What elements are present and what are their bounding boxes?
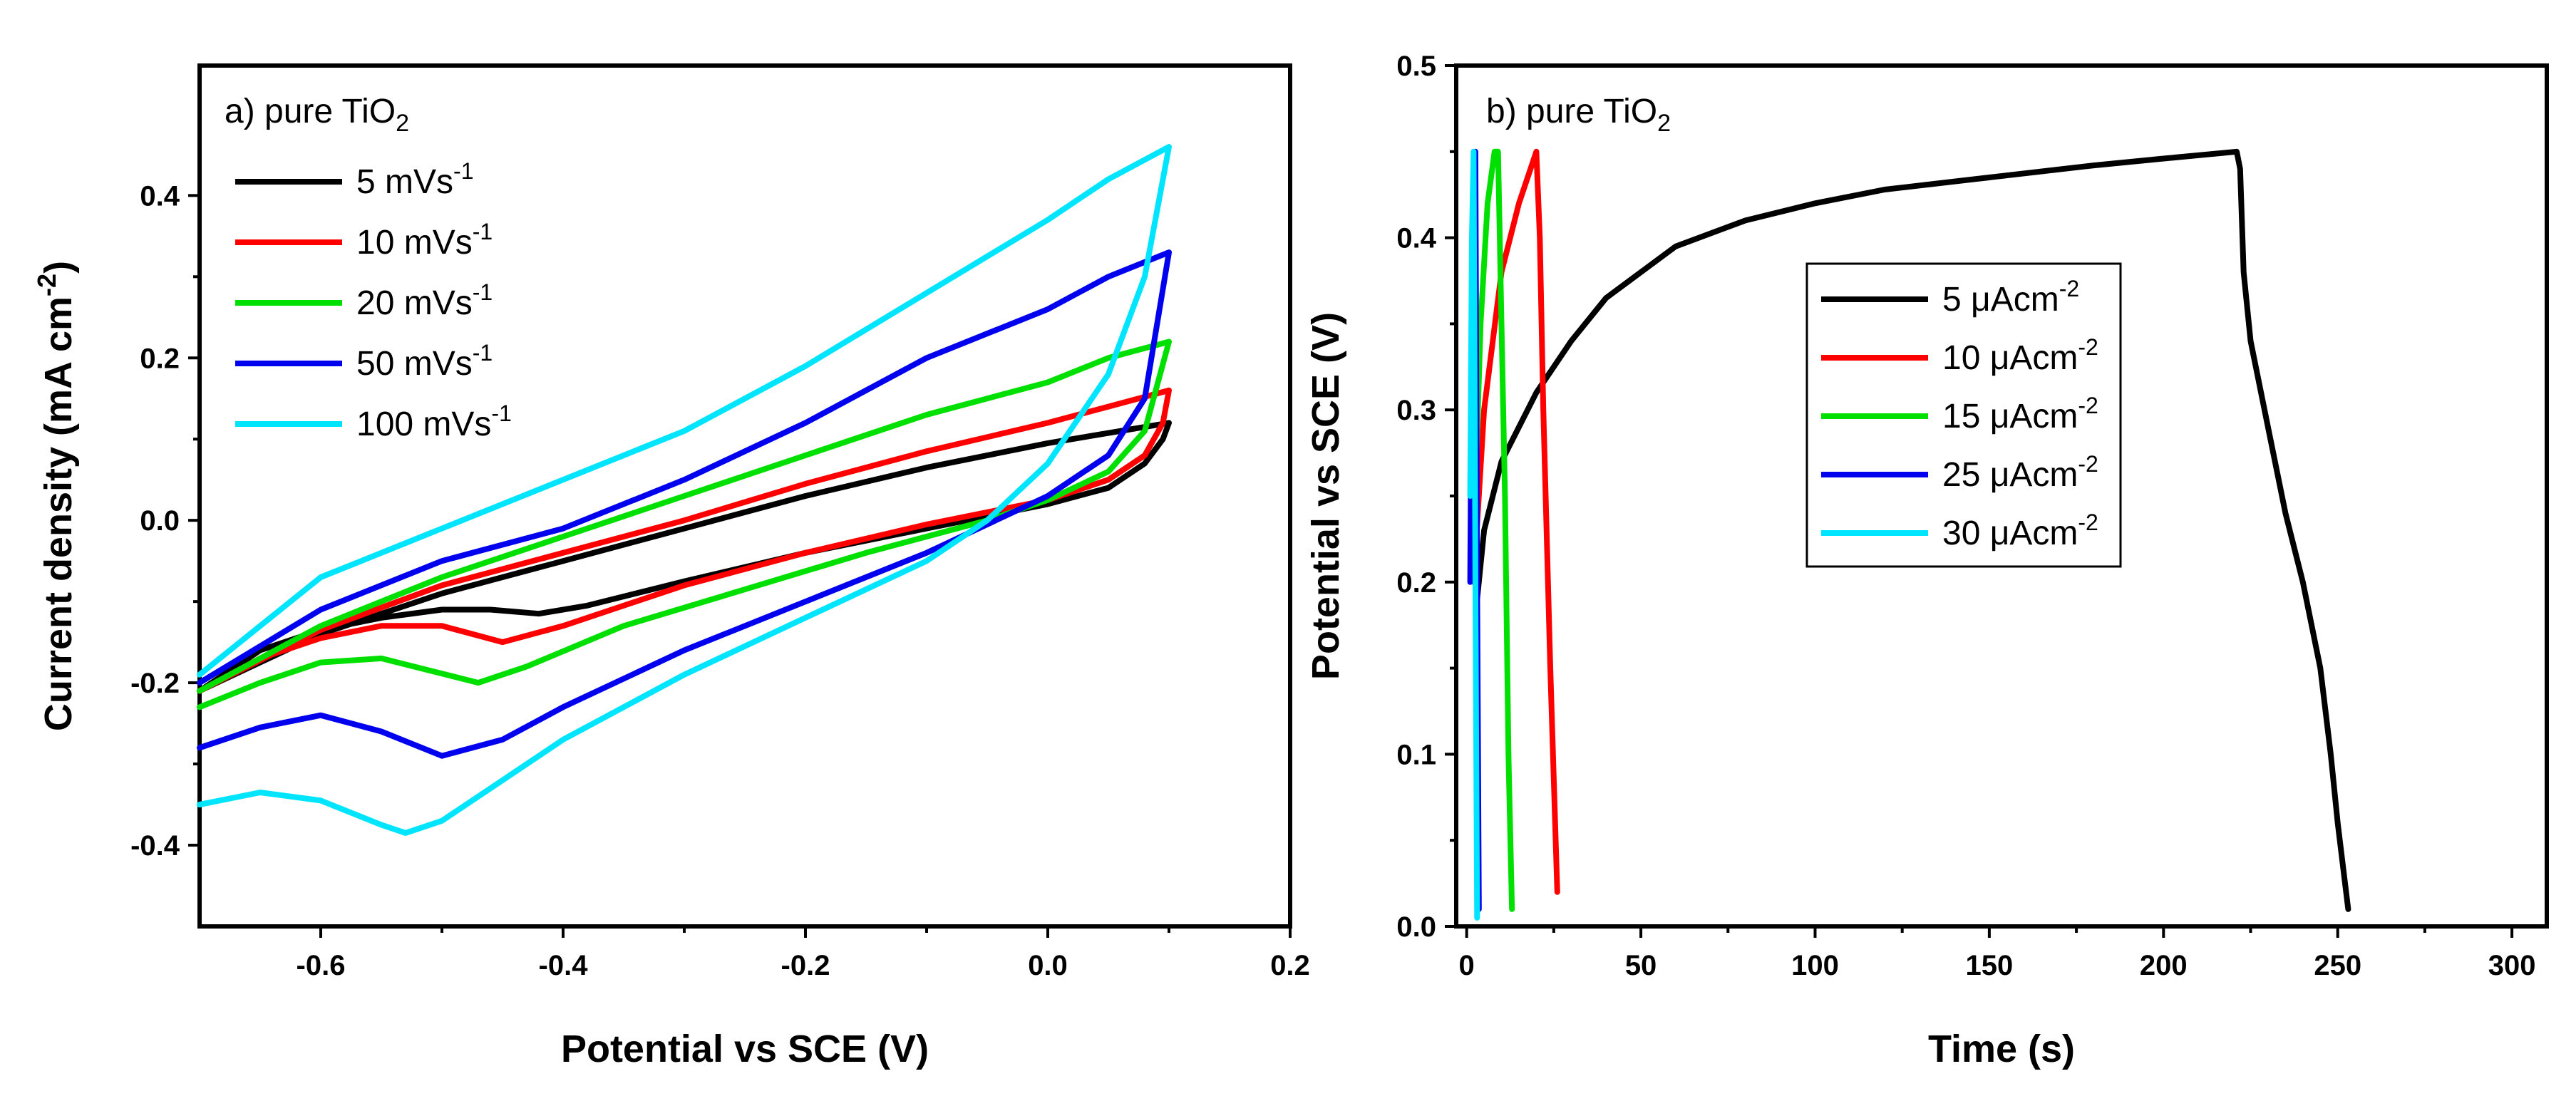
panel-a-x-tick-label: -0.4 xyxy=(539,950,589,981)
panel-a-legend-label: 5 mVs-1 xyxy=(356,158,473,201)
panel-b-y-tick-label: 0.0 xyxy=(1396,911,1436,943)
panel-b-series-line-1 xyxy=(1470,148,1560,895)
panel-a-legend-label: 20 mVs-1 xyxy=(356,279,493,322)
panel-a-x-axis-title: Potential vs SCE (V) xyxy=(561,1028,929,1070)
panel-b-legend: 5 μAcm-2 10 μAcm-2 15 μAcm-2 25 μAcm-2 30 μA… xyxy=(1805,262,2122,568)
panel-a-y-tick-label: 0.2 xyxy=(140,343,180,374)
panel-a-series-line-2 xyxy=(197,338,1172,710)
panel-b-series-line-4 xyxy=(1467,148,1480,921)
panel-b-x-axis-title: Time (s) xyxy=(1928,1028,2075,1070)
panel-b-legend-label: 10 μAcm-2 xyxy=(1942,334,2098,377)
panel-a-x-tick-label: -0.2 xyxy=(781,950,830,981)
panel-a-legend-label: 100 mVs-1 xyxy=(356,400,512,443)
panel-a-plot-frame xyxy=(197,63,1292,929)
panel-a-legend-label: 10 mVs-1 xyxy=(356,219,493,262)
panel-b-y-tick-label: 0.4 xyxy=(1396,223,1436,254)
panel-a-y-tick-label: 0.4 xyxy=(140,180,180,212)
panel-a-tick-labels: -0.6 -0.4 -0.2 0.0 0.2 -0.4 -0.2 0.0 0.2 0.4 xyxy=(130,180,1310,981)
panel-b-x-tick-label: 250 xyxy=(2314,950,2361,981)
panel-a-series-line-4 xyxy=(197,144,1172,836)
panel-b-x-tick-label: 300 xyxy=(2488,950,2536,981)
panel-b-y-tick-label: 0.1 xyxy=(1396,739,1436,770)
panel-a-cyclic-voltammetry: -0.6 -0.4 -0.2 0.0 0.2 -0.4 -0.2 0.0 0.2 0.4 a) p… xyxy=(32,63,1310,1070)
panel-b-label: b) pure TiO2 xyxy=(1486,93,1671,137)
panel-b-x-tick-label: 100 xyxy=(1791,950,1839,981)
panel-b-y-axis-title: Potential vs SCE (V) xyxy=(1304,312,1347,680)
panel-a-legend: 5 mVs-1 10 mVs-1 20 mVs-1 50 mVs-1 100 mVs-1 xyxy=(235,158,512,443)
panel-a-series-line-3 xyxy=(197,249,1172,759)
panel-a-x-tick-label: 0.2 xyxy=(1270,950,1310,981)
panel-b-series-line-2 xyxy=(1470,148,1515,912)
panel-b-ticks xyxy=(1445,64,2514,938)
panel-b-x-tick-label: 0 xyxy=(1459,950,1475,981)
panel-a-legend-label: 50 mVs-1 xyxy=(356,340,493,383)
panel-a-x-tick-label: 0.0 xyxy=(1028,950,1068,981)
panel-b-y-tick-label: 0.5 xyxy=(1396,51,1436,82)
panel-a-y-tick-label: -0.2 xyxy=(130,668,180,699)
panel-b-tick-labels: 0 50 100 150 200 250 300 0.0 0.1 0.2 0.3 0.4 0.5 xyxy=(1396,51,2535,981)
panel-b-y-tick-label: 0.3 xyxy=(1396,395,1436,426)
panel-b-y-tick-label: 0.2 xyxy=(1396,567,1436,599)
panel-a-series xyxy=(197,144,1172,836)
panel-b-x-tick-label: 50 xyxy=(1625,950,1657,981)
panel-b-series-line-0 xyxy=(1474,148,2351,912)
panel-b-charge-discharge: 0 50 100 150 200 250 300 0.0 0.1 0.2 0.3 0.4 0.5 b) … xyxy=(1304,51,2549,1070)
panel-b-legend-label: 25 μAcm-2 xyxy=(1942,451,2098,494)
panel-b-legend-label: 30 μAcm-2 xyxy=(1942,510,2098,552)
panel-a-series-line-0 xyxy=(197,420,1172,694)
panel-a-y-tick-label: -0.4 xyxy=(130,830,180,862)
panel-a-y-tick-label: 0.0 xyxy=(140,505,180,537)
panel-b-x-tick-label: 200 xyxy=(2140,950,2188,981)
panel-a-series-line-1 xyxy=(197,387,1172,694)
panel-b-legend-label: 15 μAcm-2 xyxy=(1942,393,2098,435)
panel-b-x-tick-label: 150 xyxy=(1966,950,2014,981)
panel-a-y-axis-title: Current density (mA cm-2) xyxy=(32,261,80,731)
panel-a-label: a) pure TiO2 xyxy=(225,93,409,137)
panel-b-series xyxy=(1467,148,2351,921)
panel-b-legend-label: 5 μAcm-2 xyxy=(1942,276,2079,319)
panel-a-x-tick-label: -0.6 xyxy=(297,950,346,981)
